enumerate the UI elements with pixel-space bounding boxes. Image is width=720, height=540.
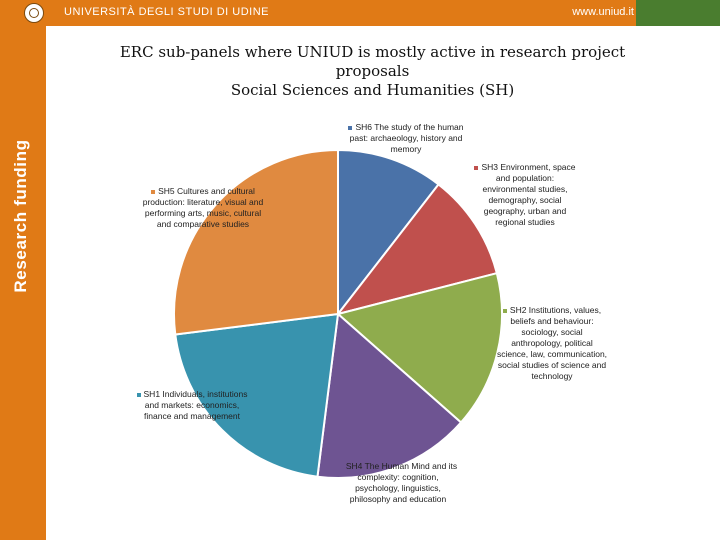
slice-label-sh2: SH2 Institutions, values, beliefs and be…	[496, 305, 608, 381]
pie-slice-sh2	[335, 271, 503, 424]
chart-title: ERC sub-panels where UNIUD is mostly act…	[80, 43, 665, 100]
legend-marker-sh5	[151, 189, 156, 194]
top-bar: UNIVERSITÀ DEGLI STUDI DI UDINE www.uniu…	[0, 0, 720, 26]
slice-label-sh3: SH3 Environment, space and population: e…	[470, 162, 580, 228]
header-corner-block	[636, 0, 720, 26]
chart-title-line-3: Social Sciences and Humanities (SH)	[230, 81, 515, 99]
legend-marker-sh6	[348, 125, 353, 130]
university-name: UNIVERSITÀ DEGLI STUDI DI UDINE	[64, 6, 269, 18]
chart-title-line-1: ERC sub-panels where UNIUD is mostly act…	[119, 43, 626, 61]
legend-marker-sh2	[502, 308, 507, 313]
pie-slice-sh4	[316, 312, 463, 480]
slice-label-sh6: SH6 The study of the human past: archaeo…	[348, 122, 464, 154]
legend-marker-sh4	[338, 464, 343, 469]
chart-title-line-2: proposals	[335, 62, 410, 80]
slice-label-sh1: SH1 Individuals, institutions and market…	[132, 389, 252, 422]
legend-marker-sh1	[136, 392, 141, 397]
slice-label-sh4: SH4 The Human Mind and its complexity: c…	[338, 461, 458, 505]
pie-slice-sh6	[337, 148, 440, 317]
website-link[interactable]: www.uniud.it	[572, 6, 634, 18]
legend-marker-sh3	[474, 165, 479, 170]
university-crest-icon	[24, 3, 44, 23]
slice-label-sh5: SH5 Cultures and cultural production: li…	[142, 186, 264, 229]
pie-slice-sh3	[335, 183, 499, 316]
pie-slice-sh1	[174, 312, 340, 478]
side-bar: Research funding	[0, 26, 46, 540]
pie-slice-sh5	[172, 148, 339, 336]
